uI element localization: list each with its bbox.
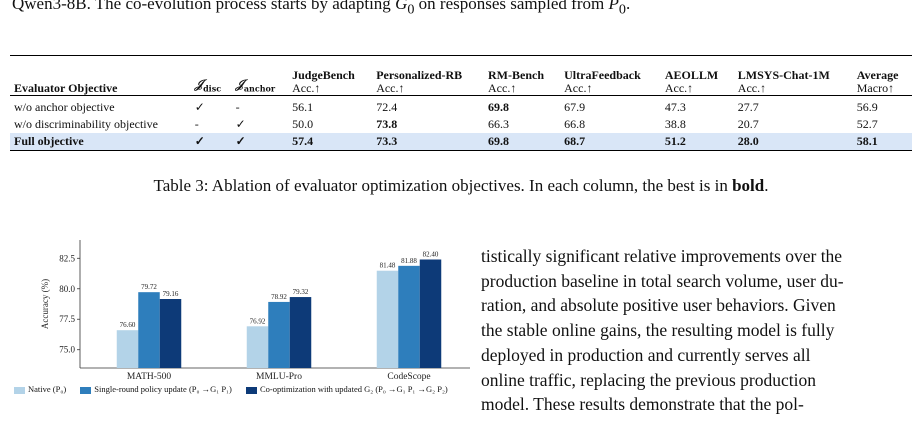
paragraph-line: tistically significant relative improvem…	[481, 246, 843, 266]
bar-value-label: 78.92	[271, 293, 287, 301]
table-cell: 56.1	[292, 100, 314, 114]
table-cell: 56.9	[856, 100, 878, 114]
row-label: w/o anchor objective	[14, 100, 115, 114]
table-cell: 47.3	[664, 100, 686, 114]
paragraph-line: model. These results demonstrate that th…	[481, 394, 804, 415]
row-disc-mark: ✓	[190, 133, 232, 150]
paragraph-line: production baseline in total search volu…	[481, 270, 844, 291]
col-header-objective: Evaluator Objective	[14, 81, 118, 95]
bar	[268, 301, 290, 368]
table-cell: 27.7	[737, 100, 759, 114]
table-row: w/o discriminability objective - ✓ 50.0 73.8…	[10, 116, 912, 133]
row-anchor-mark: ✓	[235, 117, 246, 131]
paragraph-line: ration, and absolute positive user behav…	[481, 295, 836, 316]
table-cell: 73.8	[376, 117, 398, 131]
bar	[138, 292, 160, 368]
table-row: Full objective ✓ ✓ 57.4 73.3 69.8 68.7 51.2 28.0…	[10, 133, 912, 150]
table-cell: 72.4	[376, 100, 398, 114]
col-header: LMSYS-Chat-1M Acc.↑	[737, 68, 830, 95]
chart-legend: Native (P₀) Single-round policy update (…	[14, 384, 460, 394]
col-header: JudgeBench Acc.↑	[292, 68, 355, 95]
col-header: Average Macro↑	[856, 68, 899, 95]
table-cell: 67.9	[564, 100, 586, 114]
col-header: AEOLLM Acc.↑	[664, 68, 719, 95]
bar-value-label: 76.60	[120, 321, 136, 329]
table-row: w/o anchor objective ✓ - 56.1 72.4 69.8 67.9 47…	[10, 95, 912, 116]
table-cell: 58.1	[852, 133, 912, 150]
table-cell: 51.2	[660, 133, 734, 150]
legend-item: Native (P₀)	[14, 384, 66, 394]
table-cell: 52.7	[856, 117, 878, 131]
bar-value-label: 82.40	[423, 251, 439, 259]
row-anchor-mark: ✓	[231, 133, 289, 150]
row-disc-mark: -	[194, 117, 199, 131]
table-cell: 73.3	[372, 133, 484, 150]
bar	[398, 265, 420, 368]
legend-item: Single-round policy update (P₀ →G₁ P₁)	[80, 384, 232, 394]
bar	[289, 297, 312, 368]
bar-value-label: 81.88	[401, 257, 417, 265]
table-cell: 50.0	[292, 117, 314, 131]
table-bottom-rule	[10, 150, 912, 152]
table-cell: 68.7	[560, 133, 661, 150]
legend-item: Co-optimization with updated G₂ (P₀ →G₁ …	[245, 384, 448, 394]
table-header-rule	[10, 95, 912, 96]
table-caption: Table 3: Ablation of evaluator optimizat…	[153, 176, 769, 195]
body-paragraph: tistically significant relative improvem…	[481, 244, 917, 417]
y-axis-label: Accuracy (%)	[40, 279, 50, 329]
table-cell: 38.8	[664, 117, 686, 131]
row-label: Full objective	[10, 133, 191, 150]
table-cell: 66.3	[488, 117, 509, 131]
accuracy-bar-chart: 75.0 77.5 80.0 82.5 Accuracy (%) 76.60 79.72 79…	[40, 240, 470, 382]
bar-value-label: 79.16	[163, 290, 179, 298]
table-cell: 28.0	[733, 133, 853, 150]
paragraph-line: online traffic, replacing the previous p…	[481, 369, 816, 390]
y-tick-label: 77.5	[59, 314, 75, 324]
paragraph-line: the stable online gains, the resulting m…	[481, 320, 835, 341]
paragraph-line: deployed in production and currently ser…	[481, 344, 811, 365]
bar	[246, 326, 269, 368]
table-cell: 66.8	[564, 117, 586, 131]
x-tick-label: MMLU-Pro	[256, 372, 302, 382]
table-cell: 69.8	[484, 133, 561, 150]
x-tick-label: MATH-500	[127, 372, 172, 382]
intro-text: Qwen3-8B. The co-evolution process start…	[12, 0, 631, 18]
x-tick-label: CodeScope	[387, 372, 430, 382]
ablation-table: Evaluator Objective 𝒥disc 𝒥anchor JudgeB…	[10, 58, 912, 150]
col-header-janchor: 𝒥anchor	[235, 76, 276, 93]
bar-value-label: 79.32	[293, 288, 309, 296]
table-cell: 69.8	[488, 100, 509, 114]
row-label: w/o discriminability objective	[14, 117, 158, 131]
bar	[419, 259, 442, 368]
col-header-jdisc: 𝒥disc	[194, 76, 222, 93]
bar-value-label: 81.48	[380, 262, 396, 270]
col-header: RM-Bench Acc.↑	[488, 68, 544, 95]
bar-value-label: 76.92	[250, 317, 266, 325]
bar-value-label: 79.72	[141, 283, 157, 291]
bar	[376, 270, 399, 368]
table-cell: 57.4	[288, 133, 373, 150]
col-header: UltraFeedback Acc.↑	[564, 68, 641, 95]
row-disc-mark: ✓	[194, 100, 205, 114]
table-top-rule	[10, 55, 912, 57]
y-tick-label: 80.0	[59, 284, 75, 294]
y-tick-label: 75.0	[59, 345, 75, 355]
bar	[159, 299, 182, 368]
table-cell: 20.7	[737, 117, 759, 131]
bar	[116, 330, 139, 368]
y-tick-label: 82.5	[59, 253, 75, 263]
row-anchor-mark: -	[235, 100, 240, 114]
col-header: Personalized-RB Acc.↑	[376, 68, 463, 95]
